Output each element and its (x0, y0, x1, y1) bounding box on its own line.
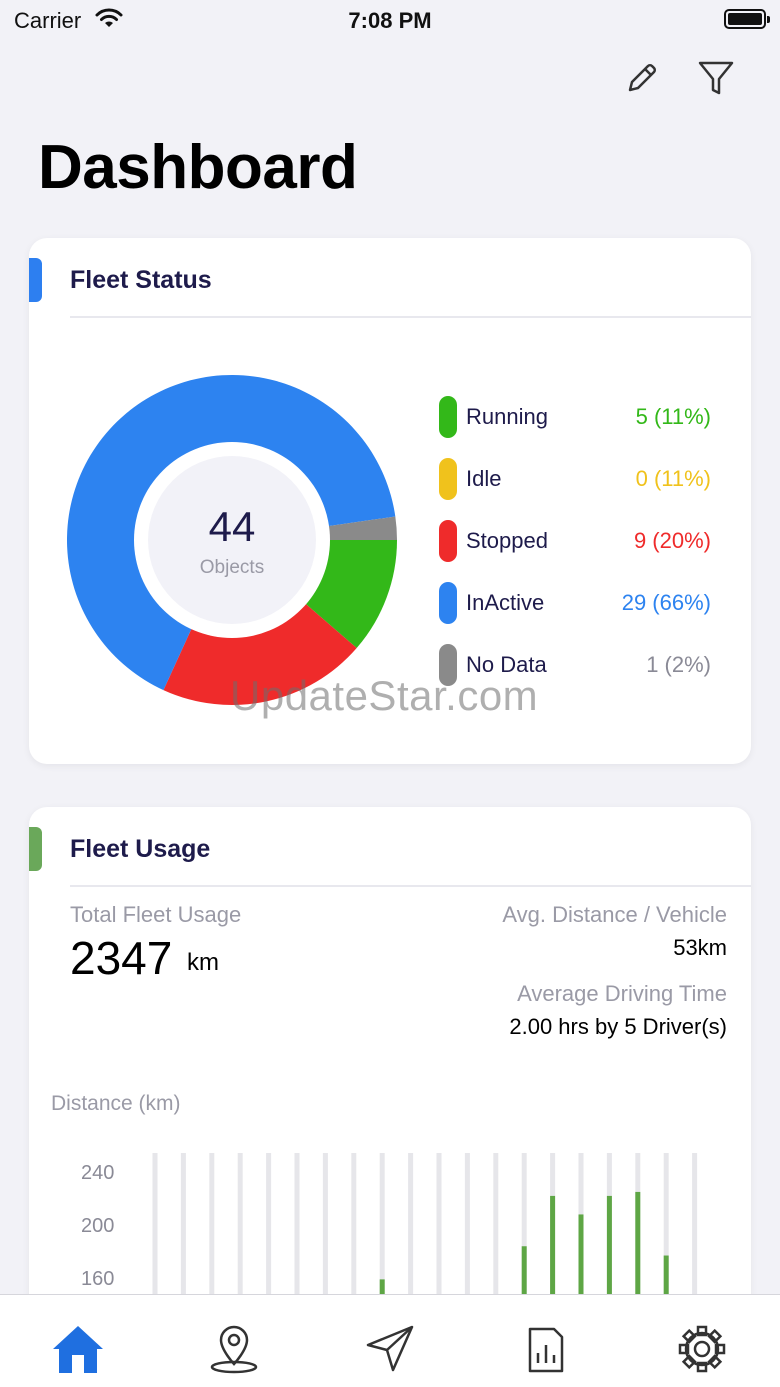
chart-column-track (237, 1153, 243, 1307)
watermark: UpdateStar.com (230, 672, 539, 719)
chart-column-track (294, 1153, 300, 1307)
chart-bar[interactable] (521, 1246, 527, 1307)
chart-column-track (493, 1153, 499, 1307)
y-tick-label: 240 (81, 1162, 115, 1184)
fleet-usage-card[interactable]: Fleet Usage Total Fleet Usage 2347 km Av… (29, 807, 751, 1387)
tab-navigate[interactable] (360, 1323, 420, 1379)
avg-driving-time-value: 2.00 hrs by 5 Driver(s) (509, 1014, 727, 1039)
navigation-arrow-icon (366, 1325, 414, 1372)
chart-column-track (692, 1153, 698, 1307)
tab-home[interactable] (48, 1323, 108, 1379)
bottom-tab-bar (0, 1294, 780, 1387)
status-bar: Carrier 7:08 PM (0, 0, 780, 40)
total-objects-label: Objects (200, 557, 264, 578)
report-icon (528, 1327, 564, 1373)
chart-column-track (322, 1153, 328, 1307)
legend-color-dot (439, 644, 457, 686)
legend-item-stopped[interactable]: Stopped 9 (20%) (439, 520, 729, 582)
chart-column-track (408, 1153, 414, 1307)
chart-bar[interactable] (663, 1255, 669, 1307)
donut-center (148, 456, 316, 624)
distance-bar-chart[interactable] (29, 1147, 751, 1307)
chart-bar[interactable] (635, 1191, 641, 1307)
home-icon (53, 1326, 103, 1373)
chart-column-track (209, 1153, 215, 1307)
chart-column-track (663, 1153, 669, 1307)
legend-item-no-data[interactable]: No Data 1 (2%) (439, 644, 729, 706)
chart-column-track (521, 1153, 527, 1307)
avg-driving-time-label: Average Driving Time (517, 981, 727, 1006)
chart-bar[interactable] (606, 1195, 612, 1307)
total-objects-value: 44 (209, 503, 256, 550)
legend-value: 29 (66%) (621, 590, 711, 615)
divider (70, 316, 751, 318)
chart-column-track (436, 1153, 442, 1307)
clock: 7:08 PM (348, 8, 432, 33)
legend-color-dot (439, 458, 457, 500)
total-fleet-usage-label: Total Fleet Usage (70, 902, 242, 927)
legend-label: No Data (466, 652, 547, 677)
chart-y-axis-label: Distance (km) (51, 1092, 181, 1115)
chart-column-track (379, 1153, 385, 1307)
settings-gear-icon (678, 1325, 726, 1373)
tab-settings[interactable] (672, 1323, 732, 1379)
legend-value: 9 (20%) (633, 528, 711, 553)
legend-color-dot (439, 396, 457, 438)
legend-item-idle[interactable]: Idle 0 (11%) (439, 458, 729, 520)
avg-distance-label: Avg. Distance / Vehicle (502, 902, 727, 927)
legend-item-inactive[interactable]: InActive 29 (66%) (439, 582, 729, 644)
total-fleet-usage-unit: km (187, 949, 219, 976)
total-fleet-usage-value: 2347 (70, 932, 173, 984)
divider (70, 885, 751, 887)
legend-label: Stopped (466, 528, 548, 553)
battery-icon (724, 9, 770, 29)
card-title: Fleet Usage (70, 835, 211, 863)
pencil-icon[interactable] (622, 58, 662, 98)
chart-bar[interactable] (379, 1279, 385, 1307)
fleet-status-legend: Running 5 (11%) Idle 0 (11%) Stopped 9 (… (439, 396, 729, 706)
carrier-label: Carrier (14, 8, 82, 33)
chart-column-track (464, 1153, 470, 1307)
card-title: Fleet Status (70, 266, 212, 294)
chart-column-track (266, 1153, 272, 1307)
chart-column-track (180, 1153, 186, 1307)
legend-value: 5 (11%) (635, 404, 711, 429)
page-title: Dashboard (38, 133, 358, 202)
card-accent-bar (29, 258, 42, 302)
fleet-status-card[interactable]: Fleet Status 44 Objects Running 5 (11%) … (29, 238, 751, 764)
tab-map[interactable] (204, 1323, 264, 1379)
filter-icon[interactable] (696, 58, 736, 98)
legend-color-dot (439, 520, 457, 562)
header-actions (622, 58, 736, 98)
chart-column-track (152, 1153, 158, 1307)
avg-distance-value: 53km (673, 935, 727, 960)
legend-label: InActive (466, 590, 545, 615)
chart-column-track (351, 1153, 357, 1307)
fleet-donut-chart[interactable]: 44 Objects (65, 373, 399, 707)
chart-bar[interactable] (550, 1195, 556, 1307)
legend-item-running[interactable]: Running 5 (11%) (439, 396, 729, 458)
y-tick-label: 160 (81, 1268, 115, 1290)
card-accent-bar (29, 827, 42, 871)
legend-label: Running (466, 404, 548, 429)
y-tick-label: 200 (81, 1215, 115, 1237)
wifi-icon (94, 6, 124, 35)
legend-color-dot (439, 582, 457, 624)
location-pin-icon (210, 1325, 258, 1374)
legend-label: Idle (466, 466, 502, 491)
legend-value: 0 (11%) (635, 466, 711, 491)
tab-reports[interactable] (516, 1323, 576, 1379)
legend-value: 1 (2%) (646, 652, 711, 677)
chart-bar[interactable] (578, 1214, 584, 1307)
